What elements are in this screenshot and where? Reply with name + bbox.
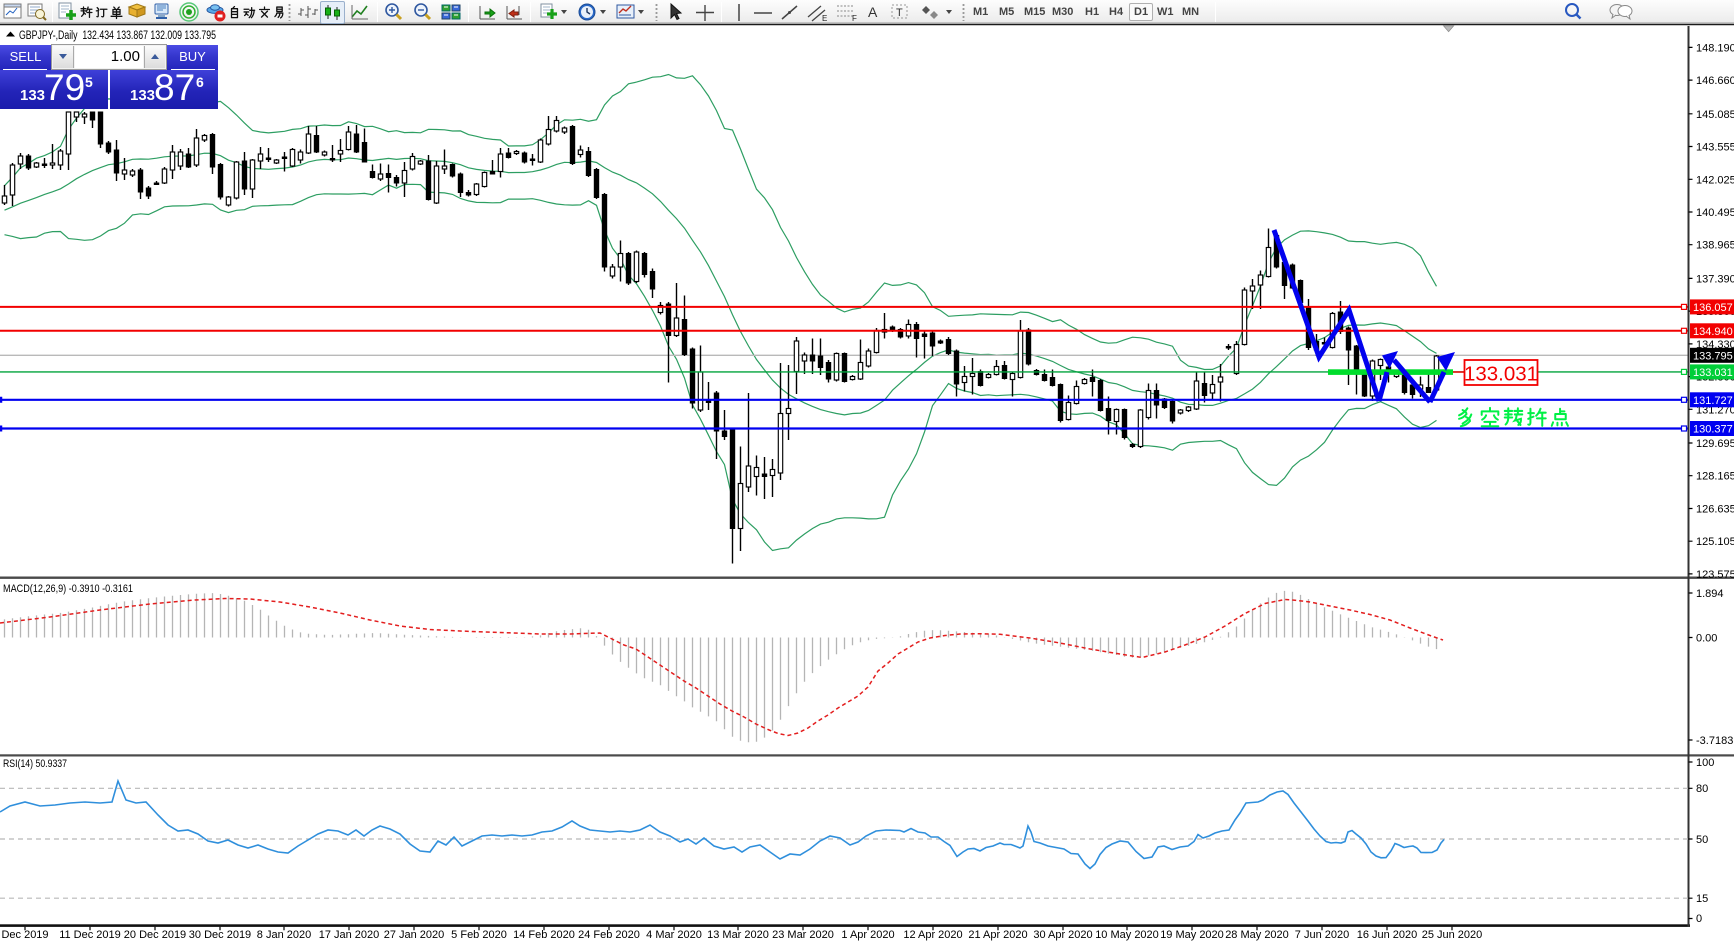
svg-text:RSI(14) 50.9337: RSI(14) 50.9337 bbox=[3, 758, 67, 770]
svg-text:50: 50 bbox=[1696, 834, 1708, 846]
svg-text:133.031: 133.031 bbox=[1464, 363, 1538, 386]
svg-text:13 Mar 2020: 13 Mar 2020 bbox=[707, 929, 769, 941]
svg-text:1.894: 1.894 bbox=[1696, 588, 1724, 600]
svg-text:17 Jan 2020: 17 Jan 2020 bbox=[319, 929, 380, 941]
svg-text:126.635: 126.635 bbox=[1696, 504, 1734, 516]
svg-text:125.105: 125.105 bbox=[1696, 536, 1734, 548]
svg-text:-3.7183: -3.7183 bbox=[1696, 735, 1733, 747]
svg-text:14 Feb 2020: 14 Feb 2020 bbox=[513, 929, 575, 941]
svg-text:148.190: 148.190 bbox=[1696, 42, 1734, 54]
svg-text:7 Jun 2020: 7 Jun 2020 bbox=[1295, 929, 1349, 941]
svg-text:12 Apr 2020: 12 Apr 2020 bbox=[903, 929, 962, 941]
svg-text:80: 80 bbox=[1696, 783, 1708, 795]
svg-text:25 Jun 2020: 25 Jun 2020 bbox=[1422, 929, 1483, 941]
svg-text:19 May 2020: 19 May 2020 bbox=[1160, 929, 1224, 941]
svg-text:28 May 2020: 28 May 2020 bbox=[1225, 929, 1289, 941]
svg-text:20 Dec 2019: 20 Dec 2019 bbox=[124, 929, 186, 941]
svg-text:11 Dec 2019: 11 Dec 2019 bbox=[59, 929, 121, 941]
svg-text:130.377: 130.377 bbox=[1693, 424, 1733, 436]
svg-text:5 Feb 2020: 5 Feb 2020 bbox=[451, 929, 507, 941]
svg-text:E: E bbox=[822, 14, 827, 23]
svg-text:T: T bbox=[896, 7, 903, 19]
svg-text:128.165: 128.165 bbox=[1696, 471, 1734, 483]
svg-text:100: 100 bbox=[1696, 757, 1714, 769]
svg-text:131.727: 131.727 bbox=[1693, 395, 1733, 407]
svg-text:146.660: 146.660 bbox=[1696, 75, 1734, 87]
svg-text:21 Apr 2020: 21 Apr 2020 bbox=[968, 929, 1027, 941]
svg-text:23 Mar 2020: 23 Mar 2020 bbox=[772, 929, 834, 941]
svg-text:137.390: 137.390 bbox=[1696, 273, 1734, 285]
svg-text:129.695: 129.695 bbox=[1696, 438, 1734, 450]
svg-text:4 Mar 2020: 4 Mar 2020 bbox=[646, 929, 702, 941]
svg-text:123.575: 123.575 bbox=[1696, 569, 1734, 581]
svg-text:24 Feb 2020: 24 Feb 2020 bbox=[578, 929, 640, 941]
svg-text:0.00: 0.00 bbox=[1696, 633, 1717, 645]
svg-text:133.031: 133.031 bbox=[1693, 367, 1733, 379]
svg-text:134.940: 134.940 bbox=[1693, 326, 1733, 338]
svg-text:143.555: 143.555 bbox=[1696, 142, 1734, 154]
svg-text:140.495: 140.495 bbox=[1696, 207, 1734, 219]
svg-text:10 May 2020: 10 May 2020 bbox=[1095, 929, 1159, 941]
svg-text:1 Apr 2020: 1 Apr 2020 bbox=[841, 929, 894, 941]
svg-text:8 Jan 2020: 8 Jan 2020 bbox=[257, 929, 311, 941]
svg-text:MACD(12,26,9) -0.3910 -0.3161: MACD(12,26,9) -0.3910 -0.3161 bbox=[3, 583, 133, 595]
svg-text:GBPJPY-,Daily 132.434 133.867: GBPJPY-,Daily 132.434 133.867 132.009 13… bbox=[19, 30, 216, 42]
svg-text:133.795: 133.795 bbox=[1693, 351, 1733, 363]
svg-text:30 Dec 2019: 30 Dec 2019 bbox=[189, 929, 251, 941]
svg-text:30 Apr 2020: 30 Apr 2020 bbox=[1033, 929, 1092, 941]
svg-text:15: 15 bbox=[1696, 893, 1708, 905]
svg-text:138.965: 138.965 bbox=[1696, 240, 1734, 252]
svg-text:145.085: 145.085 bbox=[1696, 109, 1734, 121]
svg-text:16 Jun 2020: 16 Jun 2020 bbox=[1357, 929, 1418, 941]
svg-text:A: A bbox=[868, 4, 878, 20]
svg-text:27 Jan 2020: 27 Jan 2020 bbox=[384, 929, 445, 941]
svg-text:F: F bbox=[852, 14, 857, 23]
svg-text:0: 0 bbox=[1696, 913, 1702, 925]
svg-text:142.025: 142.025 bbox=[1696, 174, 1734, 186]
svg-text:Dec 2019: Dec 2019 bbox=[1, 929, 48, 941]
svg-text:136.057: 136.057 bbox=[1693, 302, 1733, 314]
